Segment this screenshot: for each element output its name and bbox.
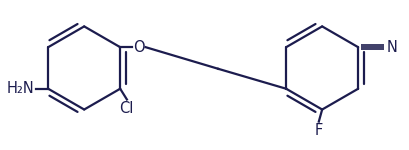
Text: N: N xyxy=(386,40,397,55)
Text: Cl: Cl xyxy=(119,102,133,117)
Text: F: F xyxy=(314,123,322,138)
Text: H₂N: H₂N xyxy=(7,81,34,96)
Text: O: O xyxy=(133,40,144,55)
